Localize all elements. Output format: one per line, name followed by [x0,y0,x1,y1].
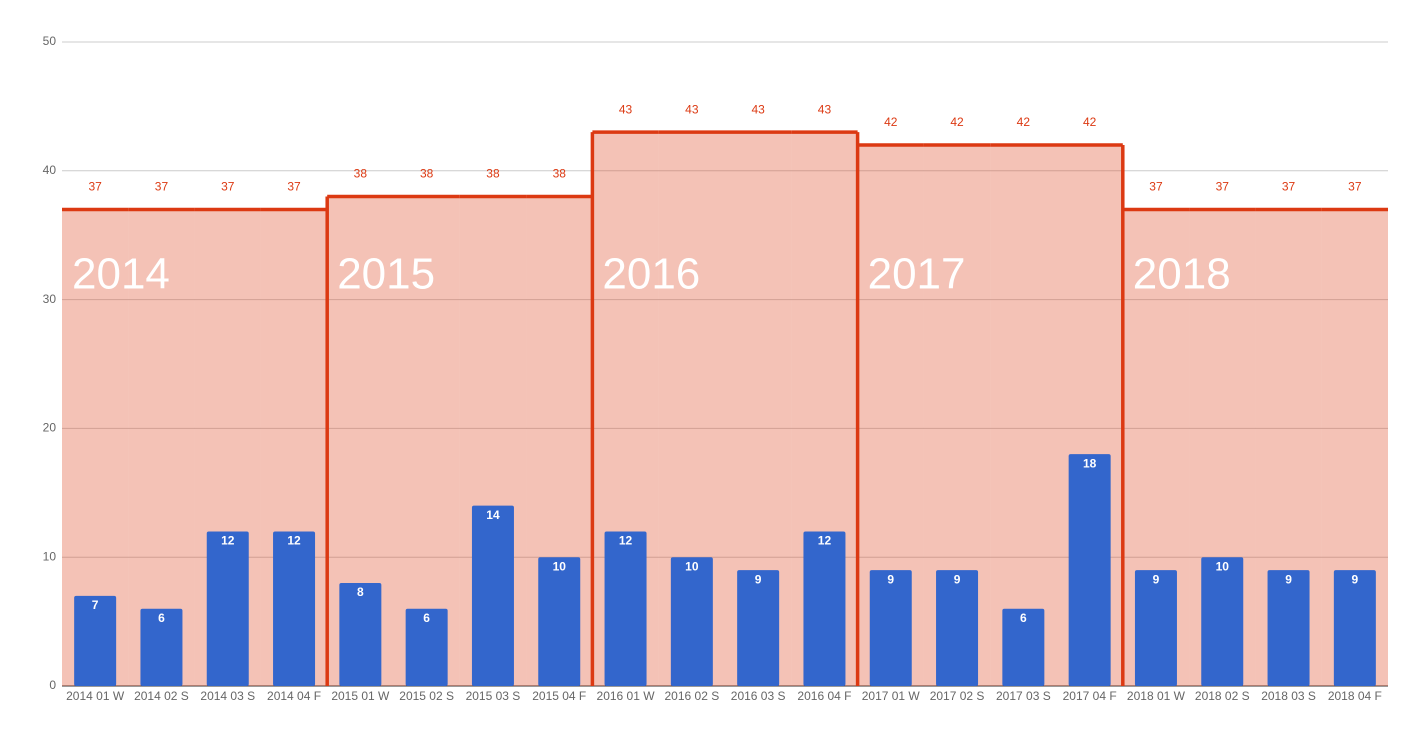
x-tick-label: 2017 01 W [862,689,921,703]
bar [140,608,183,686]
area-value-label: 38 [420,167,434,181]
area-step [128,209,195,686]
bar [604,531,647,686]
bar-value-label: 8 [357,585,364,599]
bar [538,557,581,686]
x-tick-label: 2014 04 F [267,689,321,703]
bar [1134,570,1177,686]
area-value-label: 37 [1348,180,1362,194]
x-tick-label: 2016 01 W [597,689,656,703]
year-annotation: 2017 [868,250,966,299]
bar [74,595,117,686]
area-value-label: 43 [619,102,633,116]
bar-value-label: 12 [287,534,301,548]
year-annotation: 2014 [72,250,170,299]
bar-value-label: 6 [1020,611,1027,625]
bar-value-label: 12 [221,534,235,548]
bar [471,505,514,686]
area-value-label: 37 [88,180,102,194]
area-value-label: 42 [1017,115,1031,129]
bar-value-label: 6 [423,611,430,625]
x-tick-label: 2018 01 W [1127,689,1186,703]
bar [737,570,780,686]
area-value-label: 42 [950,115,964,129]
x-tick-label: 2015 02 S [399,689,454,703]
bar-value-label: 12 [619,534,633,548]
bar [1002,608,1045,686]
x-tick-label: 2014 01 W [66,689,125,703]
x-tick-label: 2018 03 S [1261,689,1316,703]
bar-value-label: 9 [1285,572,1292,586]
area-value-label: 37 [1216,180,1230,194]
area-value-label: 42 [1083,115,1097,129]
bar [273,531,316,686]
area-value-label: 37 [221,180,235,194]
area-value-label: 37 [287,180,301,194]
bar-value-label: 6 [158,611,165,625]
y-tick-label: 40 [43,163,57,177]
bar [936,570,979,686]
bar-value-label: 14 [486,508,500,522]
area-step [990,145,1057,687]
area-value-label: 37 [155,180,169,194]
area-value-label: 37 [1282,180,1296,194]
x-tick-label: 2014 02 S [134,689,189,703]
x-tick-label: 2015 03 S [466,689,521,703]
x-tick-label: 2014 03 S [200,689,255,703]
bar-value-label: 10 [685,559,699,573]
bar-value-label: 7 [92,598,99,612]
area-value-label: 38 [486,167,500,181]
y-tick-label: 0 [49,678,56,692]
x-tick-label: 2017 04 F [1063,689,1117,703]
x-tick-label: 2016 02 S [664,689,719,703]
area-step [393,196,460,686]
bar-value-label: 9 [954,572,961,586]
area-value-label: 38 [553,167,567,181]
bar-value-label: 9 [1352,572,1359,586]
area-value-label: 38 [354,167,368,181]
y-tick-label: 30 [43,292,57,306]
x-tick-label: 2018 02 S [1195,689,1250,703]
x-tick-label: 2016 03 S [731,689,786,703]
x-tick-label: 2018 04 F [1328,689,1382,703]
bar [206,531,249,686]
y-tick-label: 10 [43,549,57,563]
bar [1201,557,1244,686]
area-value-label: 43 [685,102,699,116]
area-value-label: 42 [884,115,898,129]
year-annotation: 2016 [602,250,700,299]
bar [869,570,912,686]
bar-value-label: 9 [1153,572,1160,586]
area-value-label: 37 [1149,180,1163,194]
x-tick-label: 2015 04 F [532,689,586,703]
year-annotation: 2018 [1133,250,1231,299]
bar [339,582,382,686]
bar [670,557,713,686]
y-tick-label: 50 [43,34,57,48]
x-tick-label: 2016 04 F [797,689,851,703]
bar-value-label: 10 [1216,559,1230,573]
area-value-label: 43 [818,102,832,116]
bar-value-label: 9 [887,572,894,586]
bar [405,608,448,686]
y-tick-label: 20 [43,421,57,435]
bar-value-label: 9 [755,572,762,586]
year-annotation: 2015 [337,250,435,299]
bar [803,531,846,686]
bar [1267,570,1310,686]
bar-value-label: 10 [553,559,567,573]
x-tick-label: 2017 03 S [996,689,1051,703]
x-tick-label: 2017 02 S [930,689,985,703]
bar-value-label: 18 [1083,456,1097,470]
bar [1068,454,1111,686]
bar [1333,570,1376,686]
bar-value-label: 12 [818,534,832,548]
area-value-label: 43 [751,102,765,116]
x-tick-label: 2015 01 W [331,689,390,703]
